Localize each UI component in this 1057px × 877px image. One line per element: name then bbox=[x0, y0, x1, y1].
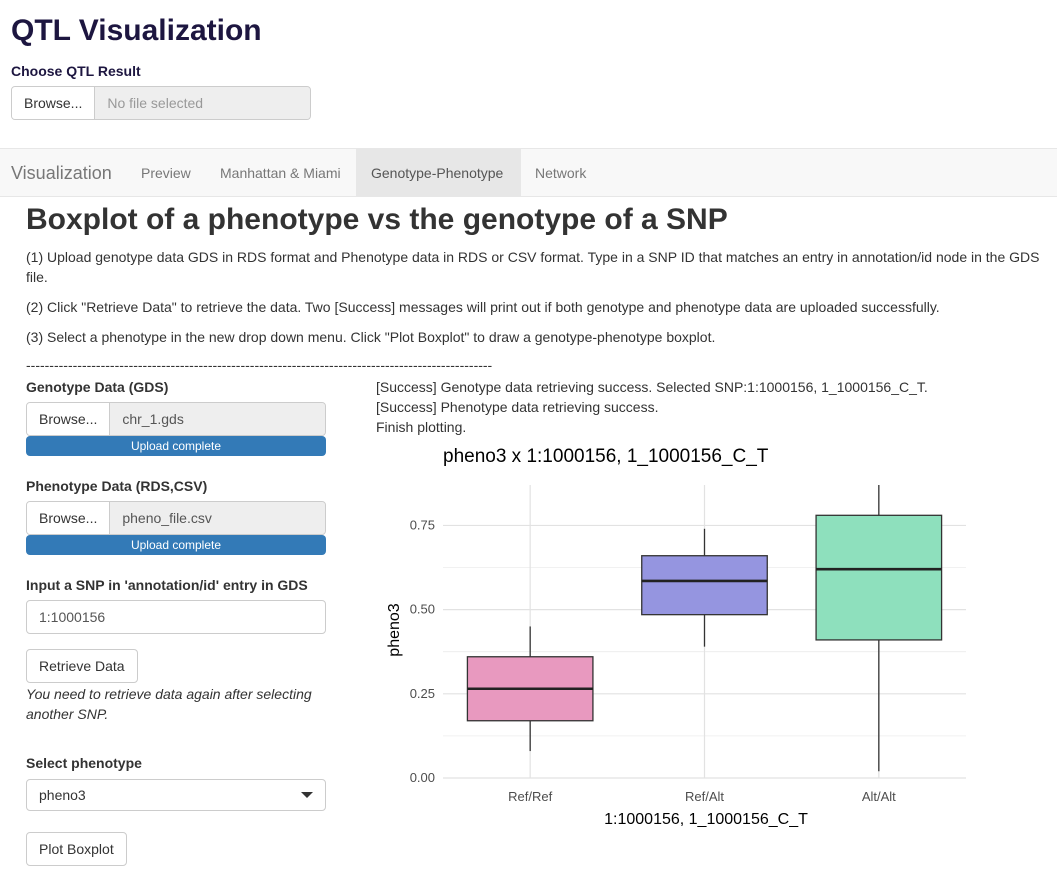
y-tick-labels: 0.00 0.25 0.50 0.75 bbox=[410, 517, 435, 785]
x-axis-label: 1:1000156, 1_1000156_C_T bbox=[604, 811, 808, 828]
genotype-file-name: chr_1.gds bbox=[110, 403, 325, 435]
retrieve-help-text: You need to retrieve data again after se… bbox=[26, 686, 312, 722]
box bbox=[641, 555, 768, 616]
retrieve-data-button[interactable]: Retrieve Data bbox=[26, 649, 138, 683]
phenotype-select-value: pheno3 bbox=[39, 787, 86, 803]
genotype-label: Genotype Data (GDS) bbox=[26, 379, 169, 395]
navbar: Visualization Preview Manhattan & Miami … bbox=[0, 148, 1057, 197]
snp-label: Input a SNP in 'annotation/id' entry in … bbox=[26, 577, 308, 593]
select-phenotype-label: Select phenotype bbox=[26, 755, 142, 771]
phenotype-upload-progress: Upload complete bbox=[26, 535, 326, 555]
y-tick-label: 0.00 bbox=[410, 770, 435, 785]
tab-network[interactable]: Network bbox=[535, 165, 587, 181]
x-tick-label: Ref/Ref bbox=[508, 789, 552, 804]
chevron-down-icon bbox=[301, 792, 313, 798]
plot-boxplot-button[interactable]: Plot Boxplot bbox=[26, 832, 127, 866]
instruction-1: (1) Upload genotype data GDS in RDS form… bbox=[26, 249, 1040, 285]
y-axis-label: pheno3 bbox=[386, 603, 403, 656]
qtl-file-name: No file selected bbox=[95, 87, 310, 119]
box bbox=[815, 514, 943, 641]
separator: ----------------------------------------… bbox=[26, 357, 493, 373]
chart-title: pheno3 x 1:1000156, 1_1000156_C_T bbox=[443, 446, 769, 467]
tab-preview[interactable]: Preview bbox=[141, 165, 191, 181]
tab-manhattan-miami[interactable]: Manhattan & Miami bbox=[220, 165, 341, 181]
y-tick-label: 0.50 bbox=[410, 602, 435, 617]
page-heading: Boxplot of a phenotype vs the genotype o… bbox=[26, 203, 728, 236]
app-title: QTL Visualization bbox=[11, 14, 262, 47]
y-tick-label: 0.75 bbox=[410, 517, 435, 532]
snp-input[interactable]: 1:1000156 bbox=[26, 600, 326, 634]
boxes bbox=[466, 485, 943, 772]
phenotype-file-input[interactable]: Browse... pheno_file.csv bbox=[26, 501, 326, 535]
instruction-3: (3) Select a phenotype in the new drop d… bbox=[26, 329, 716, 345]
x-tick-label: Ref/Alt bbox=[685, 789, 724, 804]
genotype-file-input[interactable]: Browse... chr_1.gds bbox=[26, 402, 326, 436]
qtl-browse-button[interactable]: Browse... bbox=[12, 87, 96, 119]
instruction-2: (2) Click "Retrieve Data" to retrieve th… bbox=[26, 299, 940, 315]
tab-genotype-phenotype[interactable]: Genotype-Phenotype bbox=[356, 149, 521, 197]
phenotype-browse-button[interactable]: Browse... bbox=[27, 502, 111, 534]
qtl-file-input[interactable]: Browse... No file selected bbox=[11, 86, 311, 120]
status-finish: Finish plotting. bbox=[376, 419, 467, 435]
boxplot-chart: pheno3 x 1:1000156, 1_1000156_C_T 0.000.… bbox=[386, 446, 966, 828]
y-tick-label: 0.25 bbox=[410, 686, 435, 701]
phenotype-label: Phenotype Data (RDS,CSV) bbox=[26, 478, 208, 494]
x-tick-label: Alt/Alt bbox=[862, 789, 896, 804]
genotype-upload-progress: Upload complete bbox=[26, 436, 326, 456]
nav-brand[interactable]: Visualization bbox=[11, 163, 112, 183]
status-phenotype: [Success] Phenotype data retrieving succ… bbox=[376, 399, 659, 415]
x-tick-labels: Ref/Ref Ref/Alt Alt/Alt bbox=[508, 789, 896, 804]
status-genotype: [Success] Genotype data retrieving succe… bbox=[376, 379, 928, 395]
choose-qtl-label: Choose QTL Result bbox=[11, 63, 141, 79]
genotype-browse-button[interactable]: Browse... bbox=[27, 403, 111, 435]
phenotype-select[interactable]: pheno3 bbox=[26, 779, 326, 811]
phenotype-file-name: pheno_file.csv bbox=[110, 502, 325, 534]
